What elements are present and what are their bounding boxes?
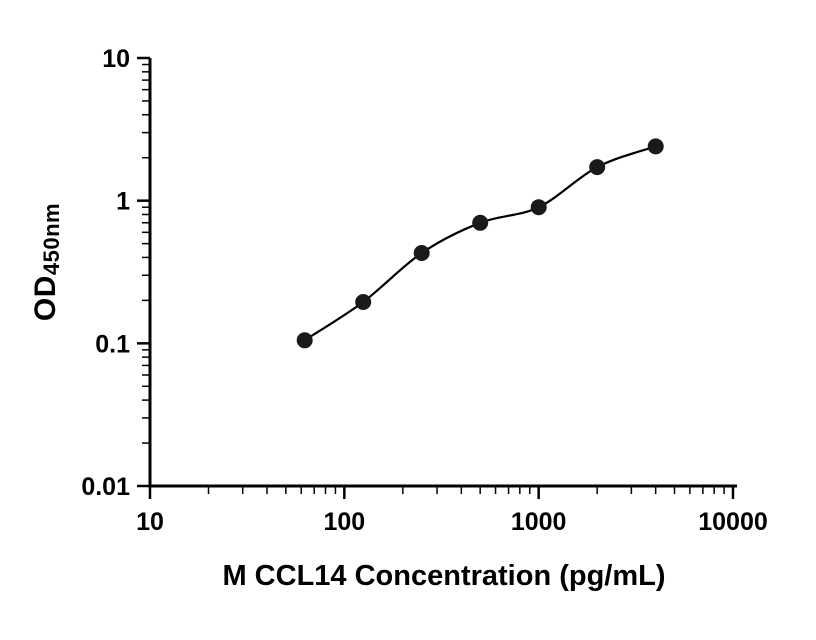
y-axis-title-sub: 450nm xyxy=(38,202,64,276)
data-point-marker xyxy=(472,214,489,231)
y-axis-title-main: OD xyxy=(29,275,62,322)
x-axis-tick-label: 10000 xyxy=(698,508,768,536)
y-axis-tick-label: 0.1 xyxy=(95,330,130,358)
data-point-marker xyxy=(296,332,313,349)
data-point-marker xyxy=(530,199,547,216)
data-point-marker xyxy=(589,159,606,176)
x-axis-title-text: M CCL14 Concentration (pg/mL) xyxy=(222,560,666,592)
y-axis-tick-label: 0.01 xyxy=(81,473,130,501)
x-axis-tick-label: 1000 xyxy=(511,508,567,536)
data-point-marker xyxy=(355,294,372,310)
data-point-marker xyxy=(413,245,430,261)
data-point-marker xyxy=(647,138,664,155)
x-axis-tick-label: 100 xyxy=(323,508,365,536)
y-axis-tick-label: 1 xyxy=(116,188,130,216)
fit-curve xyxy=(304,145,657,342)
y-axis-title: OD450nm xyxy=(29,202,64,322)
x-axis-title: M CCL14 Concentration (pg/mL) xyxy=(0,560,816,593)
y-axis-tick-label: 10 xyxy=(102,45,130,73)
x-axis-tick-label: 10 xyxy=(136,508,164,536)
